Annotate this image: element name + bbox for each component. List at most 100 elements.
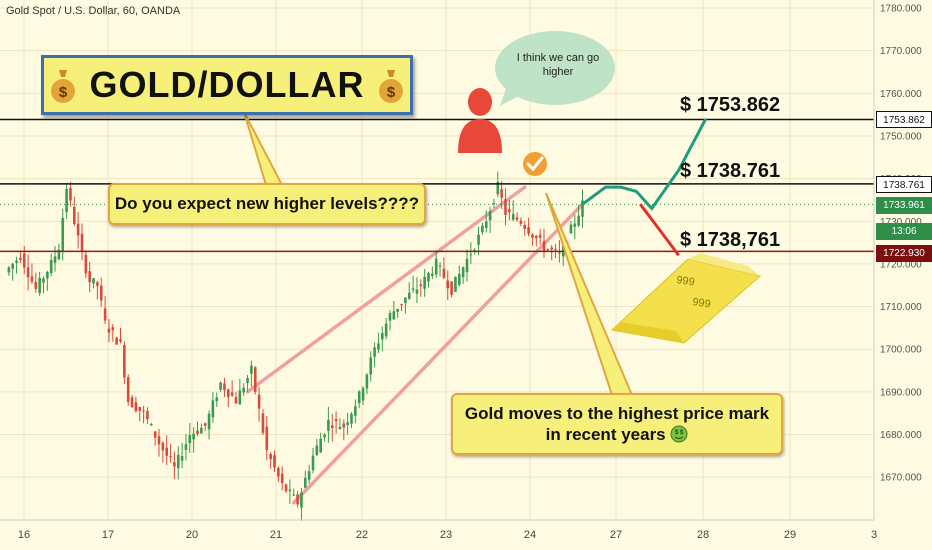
candle <box>446 280 450 289</box>
svg-text:$: $ <box>680 430 684 436</box>
candle <box>392 311 396 320</box>
candle <box>488 211 492 221</box>
candle <box>92 278 95 284</box>
candle <box>454 276 457 292</box>
candle <box>377 343 380 350</box>
candle <box>434 258 438 275</box>
candle <box>419 284 423 287</box>
candle <box>461 267 465 278</box>
candle <box>450 281 453 295</box>
candle <box>157 436 161 445</box>
candle <box>304 478 307 488</box>
candle <box>84 254 88 274</box>
candle <box>180 456 184 461</box>
candle <box>57 249 61 260</box>
candle <box>300 492 303 508</box>
gold-bar-mark: 999 <box>676 274 696 288</box>
y-tick-label: 1730.000 <box>880 217 922 228</box>
candle <box>458 273 461 285</box>
candle <box>15 260 18 263</box>
candle <box>115 337 118 345</box>
x-tick-label: 29 <box>784 529 796 541</box>
candle <box>192 433 195 440</box>
candle <box>561 242 565 257</box>
y-tick-label: 1700.000 <box>880 345 922 356</box>
page-title: GOLD/DOLLAR <box>89 64 365 105</box>
candle <box>42 278 45 283</box>
price-badge: 1738.761 <box>876 176 932 193</box>
candle <box>234 397 238 404</box>
x-tick-label: 20 <box>186 529 198 541</box>
x-tick-label: 3 <box>871 529 877 541</box>
candle <box>184 444 188 450</box>
x-tick-label: 27 <box>610 529 622 541</box>
candle <box>207 413 211 430</box>
money-bag-icon: $ <box>379 70 404 103</box>
candle <box>161 442 165 451</box>
candle <box>427 273 430 282</box>
candle <box>311 455 315 471</box>
candle <box>327 419 330 431</box>
x-tick-label: 17 <box>102 529 114 541</box>
y-tick-label: 1780.000 <box>880 4 922 15</box>
x-tick-label: 24 <box>524 529 536 541</box>
candle <box>531 234 534 238</box>
candle <box>546 249 550 251</box>
candle <box>188 435 192 444</box>
candle <box>176 454 180 469</box>
x-tick-label: 22 <box>356 529 368 541</box>
candle <box>130 397 134 408</box>
x-tick-label: 28 <box>697 529 709 541</box>
candle <box>203 423 207 426</box>
candle <box>469 254 473 256</box>
money-bag-icon: $ <box>50 70 75 103</box>
candles <box>7 171 584 521</box>
candle <box>73 206 76 225</box>
price-badge: 1722.930 <box>876 245 932 262</box>
candle <box>173 462 176 467</box>
current-price-badge: 1733.961 <box>876 197 932 214</box>
trend-channel <box>245 185 585 505</box>
candle <box>307 471 311 480</box>
candle <box>438 265 442 267</box>
gold-bar-icon: 999 999 <box>610 253 762 344</box>
candle <box>253 367 257 392</box>
candle <box>581 200 584 217</box>
candle <box>280 473 284 484</box>
candle <box>88 271 91 283</box>
candle <box>442 268 446 278</box>
candle <box>527 227 530 234</box>
candle <box>292 494 296 496</box>
candle <box>558 252 561 254</box>
candle <box>315 445 319 455</box>
candle <box>103 308 107 321</box>
speech-text: I think we can go higher <box>516 52 600 78</box>
candle <box>334 419 338 422</box>
x-tick-label: 21 <box>270 529 282 541</box>
candle <box>215 397 219 402</box>
level-label-middle: $ 1738.761 <box>680 160 781 182</box>
bullish-projection <box>581 118 708 211</box>
candle <box>200 427 203 434</box>
y-tick-label: 1770.000 <box>880 46 922 57</box>
candle <box>53 256 57 263</box>
candle <box>515 217 519 220</box>
candle <box>404 297 407 303</box>
check-icon <box>523 152 547 176</box>
candle <box>80 233 84 252</box>
candle <box>261 413 265 433</box>
candle <box>550 247 553 250</box>
candle <box>284 484 288 492</box>
person-icon <box>458 88 502 153</box>
candle <box>96 282 99 286</box>
candle <box>535 235 538 239</box>
candle <box>99 285 103 301</box>
candle <box>30 276 34 282</box>
candle <box>246 378 249 383</box>
candle <box>330 425 334 429</box>
candle <box>554 248 557 250</box>
candle <box>361 388 365 401</box>
candle <box>230 392 234 396</box>
candle <box>511 213 515 220</box>
